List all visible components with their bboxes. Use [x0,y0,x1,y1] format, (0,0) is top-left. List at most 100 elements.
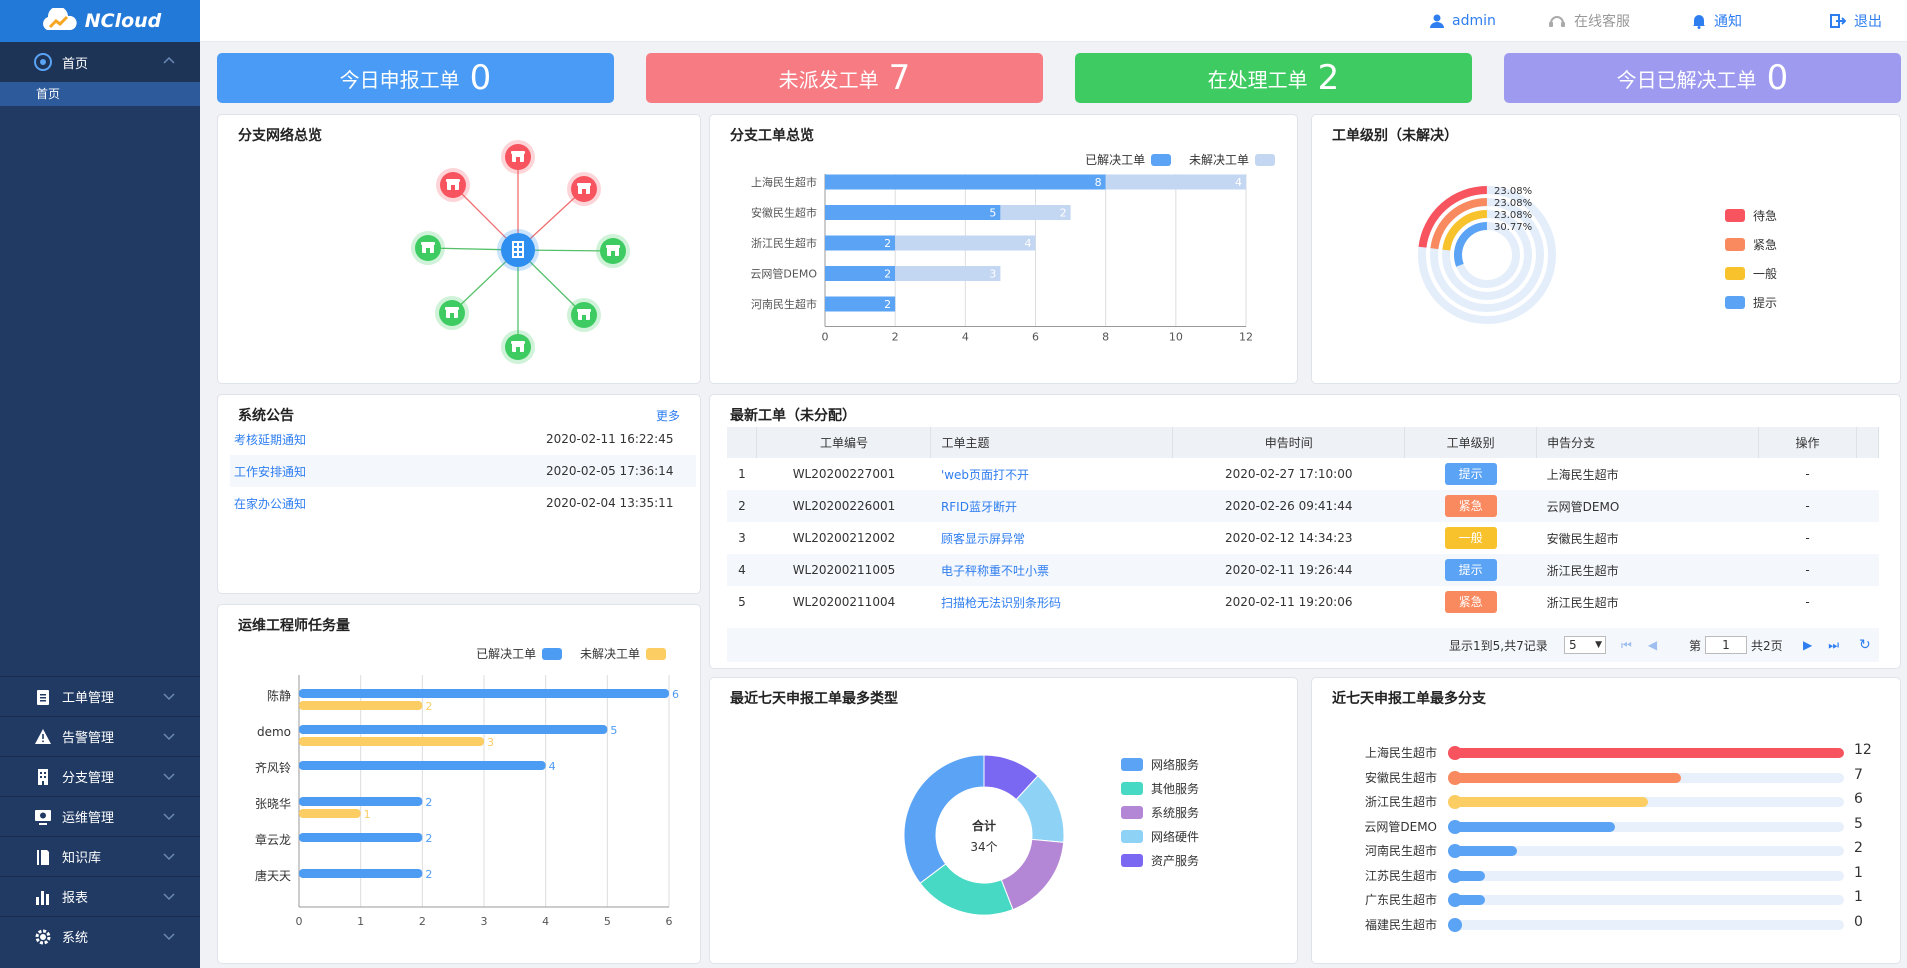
progress-fill [1452,895,1485,905]
branch-value: 2 [1854,840,1863,856]
ticket-subject-link[interactable]: 电子秤称重不吐小票 [940,563,1049,578]
chart-legend: 已解决工单 未解决工单 [1085,151,1275,168]
table-row[interactable]: 3 WL20200212002 顾客显示屏异常 2020-02-12 14:34:23… [727,522,1879,554]
x-tick-label: 0 [296,915,303,928]
chevron-down-icon[interactable] [162,929,176,943]
category-label: 唐天天 [255,868,291,883]
announcement-row[interactable]: 考核延期通知 2020-02-11 16:22:45 [230,423,696,455]
prev-page-icon[interactable]: ◀ [1647,638,1658,652]
legend-item[interactable]: 一般 [1725,259,1777,288]
legend-item[interactable]: 提示 [1725,288,1777,317]
branch-node-7[interactable] [501,330,535,364]
chevron-down-icon[interactable] [162,689,176,703]
sidebar-item-2[interactable]: 分支管理 [0,756,200,796]
stat-value: 0 [469,58,492,98]
branch-node-2[interactable] [567,172,601,206]
branch-label: 浙江民生超市 [1364,795,1437,809]
legend-item[interactable]: 紧急 [1725,230,1777,259]
stat-card[interactable]: 今日申报工单 0 [217,53,614,103]
donut-slice-0[interactable] [903,754,985,884]
user-menu[interactable]: admin [1430,0,1496,42]
legend-item[interactable]: 其他服务 [1121,776,1199,800]
legend-item[interactable]: 待急 [1725,201,1777,230]
panel-title: 最近七天申报工单最多类型 [730,691,898,707]
row-number: 3 [738,531,746,545]
page-size-select[interactable]: 5 ▼ [1564,628,1606,662]
chevron-down-icon[interactable] [162,889,176,903]
hub-node[interactable] [497,229,539,271]
legend-item[interactable]: 网络服务 [1121,752,1199,776]
refresh-icon[interactable]: ↻ [1859,637,1871,653]
chevron-down-icon[interactable] [162,809,176,823]
row-number: 2 [727,490,757,522]
ticket-op[interactable]: - [1805,467,1810,481]
first-page-icon[interactable]: ⏮ [1621,637,1632,652]
logout-button[interactable]: 退出 [1830,0,1882,42]
bar-resolved [825,205,1001,220]
branch-node-4[interactable] [596,234,630,268]
column-header: 工单级别 [1404,427,1538,458]
table-row[interactable]: 2 WL20200226001 RFID蓝牙断开 2020-02-26 09:41:4… [727,490,1879,522]
chevron-down-icon[interactable] [162,729,176,743]
sidebar-item-label: 分支管理 [62,771,115,786]
level-badge: 紧急 [1444,495,1497,517]
top-bar: admin 在线客服 通知 退出 [200,0,1907,42]
branch-label: 福建民生超市 [1364,917,1437,932]
branch-node-1[interactable] [436,168,470,202]
sidebar-item-1[interactable]: 告警管理 [0,716,200,756]
ticket-subject-link[interactable]: 'web页面打不开 [940,467,1030,482]
table-row[interactable]: 1 WL20200227001 'web页面打不开 2020-02-27 17:10:… [727,458,1879,490]
ticket-op[interactable]: - [1758,554,1857,586]
chevron-up-icon[interactable] [162,54,176,68]
sidebar-item-home[interactable]: 首页 [0,42,200,82]
sidebar-item-4[interactable]: 知识库 [0,836,200,876]
legend-item[interactable]: 网络硬件 [1121,824,1199,848]
branch-bar-row: 云网管DEMO 5 [1312,814,1863,838]
stat-card[interactable]: 今日已解决工单 0 [1504,53,1901,103]
announcement-title[interactable]: 在家办公通知 [234,496,307,511]
ticket-subject-link[interactable]: 扫描枪无法识别条形码 [940,595,1061,610]
sidebar-subitem-home[interactable]: 首页 [0,82,200,106]
branch-node-0[interactable] [501,140,535,174]
progress-fill [1452,846,1518,856]
table-row[interactable]: 5 WL20200211004 扫描枪无法识别条形码 2020-02-11 19:20… [727,586,1879,618]
sidebar-item-5[interactable]: 报表 [0,876,200,916]
ticket-op[interactable]: - [1758,490,1857,522]
stat-card[interactable]: 在处理工单 2 [1075,53,1472,103]
types-legend: 网络服务 其他服务 系统服务 网络硬件 资产服务 [1121,752,1199,872]
panel-title: 运维工程师任务量 [238,618,350,634]
sidebar-item-6[interactable]: 系统 [0,916,200,956]
chevron-down-icon[interactable] [162,769,176,783]
announcement-title[interactable]: 工作安排通知 [234,464,307,479]
announcement-row[interactable]: 工作安排通知 2020-02-05 17:36:14 [230,455,696,487]
branch-node-3[interactable] [411,231,445,265]
announcement-row[interactable]: 在家办公通知 2020-02-04 13:35:11 [230,487,696,519]
chevron-down-icon[interactable] [162,849,176,863]
category-label: 浙江民生超市 [751,236,817,250]
branch-label: 江苏民生超市 [1364,868,1437,883]
ticket-op[interactable]: - [1805,595,1810,609]
legend-item[interactable]: 系统服务 [1121,800,1199,824]
bar-value-label: 3 [487,736,494,749]
stat-card[interactable]: 未派发工单 7 [646,53,1043,103]
ticket-subject-link[interactable]: 顾客显示屏异常 [940,531,1025,546]
sidebar-item-label: 知识库 [62,851,102,866]
page-input[interactable]: 1 [1705,628,1747,662]
next-page-icon[interactable]: ▶ [1803,638,1813,652]
announcement-title[interactable]: 考核延期通知 [234,432,307,447]
more-link[interactable]: 更多 [655,409,680,423]
online-service-link[interactable]: 在线客服 [1548,0,1630,42]
notify-link[interactable]: 通知 [1692,0,1742,42]
branch-node-6[interactable] [567,298,601,332]
sidebar-item-3[interactable]: 运维管理 [0,796,200,836]
last-page-icon[interactable]: ⏭ [1828,637,1840,652]
sidebar-item-0[interactable]: 工单管理 [0,676,200,716]
legend-item[interactable]: 资产服务 [1121,848,1199,872]
bar-value-label: 2 [1060,207,1067,220]
ticket-branch: 浙江民生超市 [1546,595,1619,610]
ticket-subject-link[interactable]: RFID蓝牙断开 [940,499,1017,514]
app-logo[interactable]: NCloud [0,0,200,42]
table-row[interactable]: 4 WL20200211005 电子秤称重不吐小票 2020-02-11 19:26:… [727,554,1879,586]
branch-node-5[interactable] [435,296,469,330]
ticket-op[interactable]: - [1805,531,1810,545]
